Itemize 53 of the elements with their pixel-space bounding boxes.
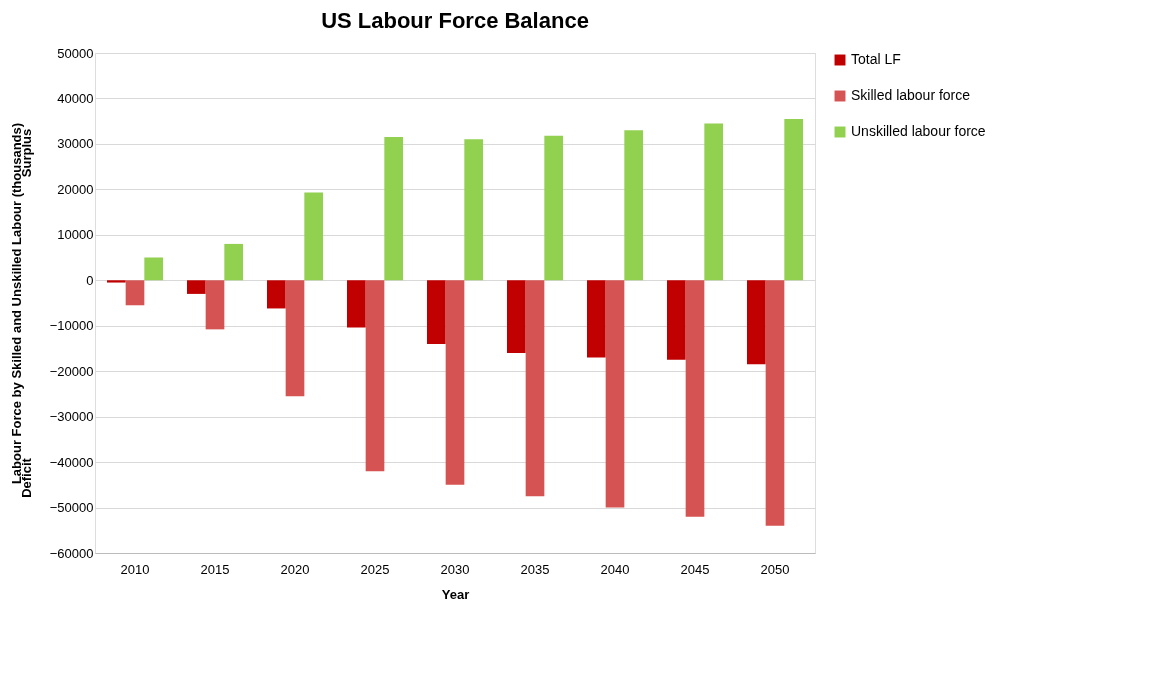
y-tick-label: 40000	[57, 90, 94, 106]
bar	[624, 130, 643, 281]
bar	[544, 135, 563, 281]
bar	[205, 280, 225, 330]
bar	[464, 139, 483, 281]
y-tick-label: −20000	[49, 363, 94, 379]
x-tick-label: 2050	[760, 561, 790, 577]
bar	[445, 280, 465, 485]
bar	[267, 280, 286, 309]
legend-label: Skilled labour force	[851, 87, 971, 103]
x-tick-label: 2045	[680, 561, 710, 577]
x-tick-label: 2010	[120, 561, 150, 577]
y-tick-label: −60000	[49, 545, 94, 561]
y-tick-label: 10000	[57, 227, 94, 243]
bar	[704, 123, 723, 281]
bar	[144, 257, 163, 281]
bar	[125, 280, 145, 306]
bar	[285, 280, 305, 397]
y-tick-label: 50000	[57, 45, 94, 61]
bar	[347, 280, 366, 328]
bar	[384, 137, 403, 281]
bar	[187, 280, 206, 294]
bar	[107, 280, 126, 283]
y-tick-label: −50000	[49, 500, 94, 516]
bar	[667, 280, 686, 360]
y-tick-label: 20000	[57, 181, 94, 197]
bar	[525, 280, 545, 497]
bar	[605, 280, 625, 508]
legend-label: Unskilled labour force	[851, 123, 986, 139]
y-tick-label: −10000	[49, 318, 94, 334]
bar	[765, 280, 785, 526]
bar	[427, 280, 446, 344]
bar	[304, 192, 323, 281]
y-tick-label: 0	[86, 272, 94, 288]
bar	[587, 280, 606, 358]
bar	[747, 280, 766, 365]
x-tick-label: 2015	[200, 561, 230, 577]
y-tick-label: 30000	[57, 136, 94, 152]
chart-title: US Labour Force Balance	[321, 8, 589, 33]
x-tick-label: 2035	[520, 561, 550, 577]
bar	[685, 280, 705, 517]
y-tick-label: −30000	[49, 409, 94, 425]
legend-label: Total LF	[851, 51, 901, 67]
bar	[507, 280, 526, 353]
x-axis-title: Year	[441, 586, 470, 602]
bar	[224, 243, 243, 281]
y-tick-label: −40000	[49, 454, 94, 470]
bar	[365, 280, 385, 472]
x-tick-label: 2040	[600, 561, 630, 577]
x-tick-label: 2025	[360, 561, 390, 577]
x-tick-label: 2020	[280, 561, 310, 577]
bar	[784, 118, 803, 281]
x-tick-label: 2030	[440, 561, 470, 577]
